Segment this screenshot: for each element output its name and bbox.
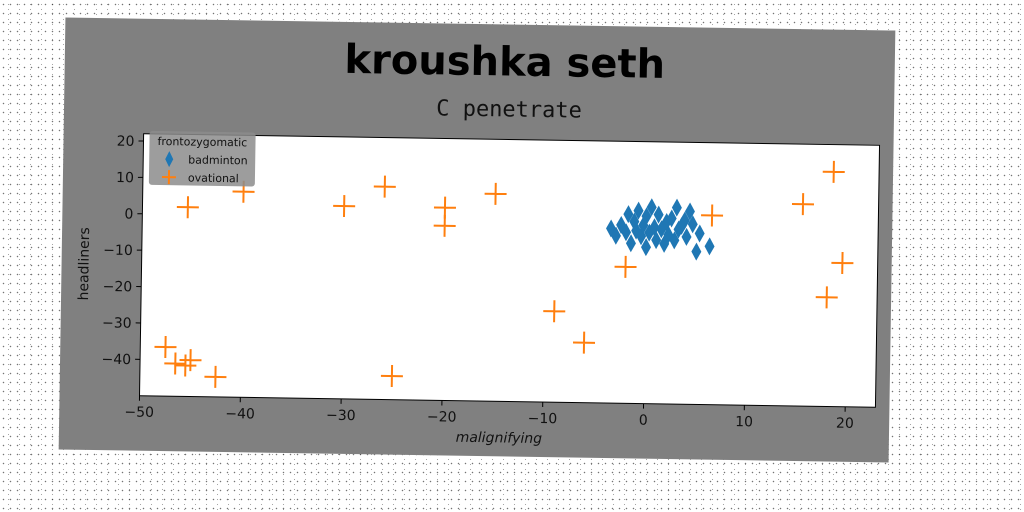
point-badminton-32: [694, 224, 705, 243]
point-ovational-12: [484, 182, 507, 205]
point-badminton-15: [649, 218, 660, 237]
point-badminton-8: [633, 201, 644, 220]
point-badminton-4: [623, 205, 634, 224]
x-tick-label--30: −30: [326, 408, 356, 424]
point-ovational-17: [791, 193, 815, 216]
point-badminton-31: [691, 242, 702, 261]
point-badminton-12: [641, 238, 652, 257]
x-tick-label-10: 10: [735, 414, 753, 430]
point-ovational-8: [373, 175, 396, 198]
point-ovational-13: [543, 300, 566, 323]
point-ovational-0: [154, 335, 177, 359]
legend: frontozygomatic badminton ovational: [148, 130, 256, 187]
y-tick-label--10: −10: [103, 243, 133, 259]
legend-label-badminton: badminton: [188, 153, 248, 167]
point-badminton-33: [704, 237, 715, 256]
points-layer: [154, 160, 854, 388]
y-tick-label--30: −30: [102, 315, 132, 331]
y-tick-label-0: 0: [124, 207, 133, 223]
point-badminton-14: [646, 198, 657, 217]
point-badminton-11: [641, 207, 652, 226]
point-badminton-27: [679, 211, 690, 230]
point-ovational-4: [179, 349, 202, 372]
point-badminton-0: [606, 219, 617, 238]
chart-figure: kroushka seth C penetrate −50 −40 −30 −20 −1…: [58, 17, 896, 463]
x-tick-label--10: −10: [528, 411, 558, 427]
point-ovational-2: [176, 196, 199, 219]
y-tick-label-10: 10: [116, 170, 134, 186]
point-badminton-5: [625, 234, 636, 253]
y-axis-label: headliners: [76, 227, 93, 301]
point-badminton-30: [687, 215, 698, 234]
x-tick-label-20: 20: [836, 416, 854, 432]
point-ovational-5: [204, 365, 227, 388]
y-tick-label-20: 20: [117, 134, 135, 150]
point-badminton-28: [681, 227, 692, 246]
y-tick-label--40: −40: [101, 352, 131, 368]
point-badminton-24: [671, 198, 682, 217]
x-tick-label--40: −40: [225, 406, 255, 422]
point-ovational-1: [164, 352, 187, 375]
ticks-layer: −50 −40 −30 −20 −10 0 10 20 −40 −30 −20 −10 0 10 20: [101, 134, 854, 432]
x-axis-label: malignifying: [456, 430, 543, 447]
point-badminton-16: [651, 231, 662, 250]
point-badminton-3: [621, 223, 632, 242]
point-ovational-19: [822, 160, 845, 183]
point-badminton-21: [663, 225, 674, 244]
x-tick-label--50: −50: [124, 404, 154, 420]
point-ovational-15: [614, 255, 637, 278]
point-badminton-29: [684, 202, 695, 221]
y-tick-label--20: −20: [103, 279, 133, 295]
legend-box: [148, 130, 256, 187]
legend-marker-ovational: [161, 170, 176, 185]
plot-area: [139, 133, 881, 408]
x-tick-label--20: −20: [427, 409, 457, 425]
point-ovational-14: [573, 331, 596, 354]
point-ovational-3: [174, 354, 197, 377]
x-tick-label-0: 0: [639, 413, 648, 429]
point-badminton-7: [631, 221, 642, 240]
point-badminton-23: [669, 231, 680, 250]
chart-subtitle: C penetrate: [436, 96, 582, 123]
point-ovational-20: [831, 251, 854, 275]
point-ovational-11: [433, 214, 456, 237]
legend-marker-badminton: [165, 151, 174, 168]
point-ovational-16: [701, 204, 724, 227]
point-badminton-2: [616, 215, 627, 234]
point-badminton-1: [610, 226, 621, 245]
chart-svg: kroushka seth C penetrate −50 −40 −30 −20 −1…: [76, 37, 881, 447]
chart-title: kroushka seth: [344, 37, 665, 88]
legend-title: frontozygomatic: [157, 135, 247, 149]
point-badminton-17: [653, 205, 664, 224]
point-ovational-9: [380, 365, 403, 388]
point-ovational-7: [333, 195, 356, 218]
point-ovational-18: [815, 286, 838, 309]
point-badminton-22: [666, 209, 677, 228]
legend-label-ovational: ovational: [188, 171, 239, 185]
point-badminton-6: [629, 212, 640, 231]
